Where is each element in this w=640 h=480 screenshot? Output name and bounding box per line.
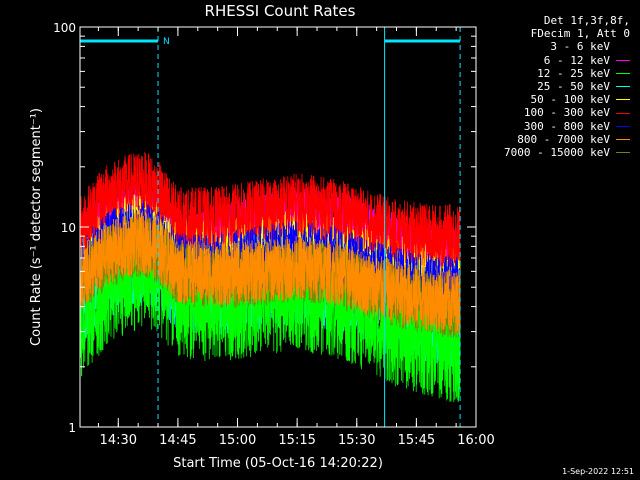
chart-title: RHESSI Count Rates bbox=[204, 2, 356, 20]
legend-entry-label: 12 - 25 keV bbox=[537, 66, 610, 80]
x-tick-label: 15:00 bbox=[219, 433, 256, 448]
legend-swatch bbox=[616, 86, 630, 88]
legend-swatch bbox=[616, 59, 630, 61]
x-tick-label: 16:00 bbox=[457, 433, 494, 448]
x-tick-label: 15:30 bbox=[338, 433, 375, 448]
legend-swatch bbox=[616, 152, 630, 154]
x-tick-label: 15:15 bbox=[278, 433, 315, 448]
x-tick-label: 15:45 bbox=[398, 433, 435, 448]
y-tick-label: 100 bbox=[53, 21, 76, 35]
x-tick-label: 14:30 bbox=[100, 433, 137, 448]
marker-bar-label: N bbox=[163, 37, 170, 47]
legend-swatch bbox=[616, 99, 630, 101]
legend: Det 1f,3f,8f, FDecim 1, Att 0 3 - 6 keV 6… bbox=[440, 14, 630, 159]
legend-entry: 6 - 12 keV bbox=[440, 54, 630, 67]
legend-swatch bbox=[616, 46, 630, 48]
legend-entry: 300 - 800 keV bbox=[440, 120, 630, 133]
legend-entry-label: 3 - 6 keV bbox=[550, 40, 610, 54]
legend-entry-label: 100 - 300 keV bbox=[523, 106, 610, 120]
x-axis-label: Start Time (05-Oct-16 14:20:22) bbox=[173, 456, 383, 471]
y-axis-label: Count Rate (s⁻¹ detector segment⁻¹) bbox=[29, 108, 44, 346]
legend-entry-label: 800 - 7000 keV bbox=[517, 132, 610, 146]
series-line-3-6kev bbox=[79, 94, 461, 129]
legend-header-line-2: FDecim 1, Att 0 bbox=[530, 27, 630, 41]
legend-entry-label: 6 - 12 keV bbox=[543, 53, 610, 67]
legend-swatch bbox=[616, 72, 630, 74]
y-tick-label: 10 bbox=[61, 221, 76, 235]
legend-entry: 100 - 300 keV bbox=[440, 106, 630, 119]
legend-entry: 25 - 50 keV bbox=[440, 80, 630, 93]
legend-entry: 800 - 7000 keV bbox=[440, 133, 630, 146]
legend-swatch bbox=[616, 112, 630, 114]
legend-entry-label: 300 - 800 keV bbox=[523, 119, 610, 133]
legend-entry-label: 25 - 50 keV bbox=[537, 80, 610, 94]
legend-header-line-1: Det 1f,3f,8f, bbox=[543, 14, 630, 27]
legend-entry: 3 - 6 keV bbox=[440, 40, 630, 53]
legend-entry-label: 7000 - 15000 keV bbox=[504, 146, 610, 160]
legend-entry: 7000 - 15000 keV bbox=[440, 146, 630, 159]
legend-swatch bbox=[616, 125, 630, 127]
legend-entry: 12 - 25 keV bbox=[440, 67, 630, 80]
legend-swatch bbox=[616, 138, 630, 140]
x-tick-label: 14:45 bbox=[159, 433, 196, 448]
timestamp: 1-Sep-2022 12:51 bbox=[562, 467, 634, 476]
series-line-800-7000kev bbox=[79, 210, 461, 334]
y-tick-label: 1 bbox=[68, 421, 76, 435]
legend-entry: 50 - 100 keV bbox=[440, 93, 630, 106]
legend-entry-label: 50 - 100 keV bbox=[530, 93, 610, 107]
